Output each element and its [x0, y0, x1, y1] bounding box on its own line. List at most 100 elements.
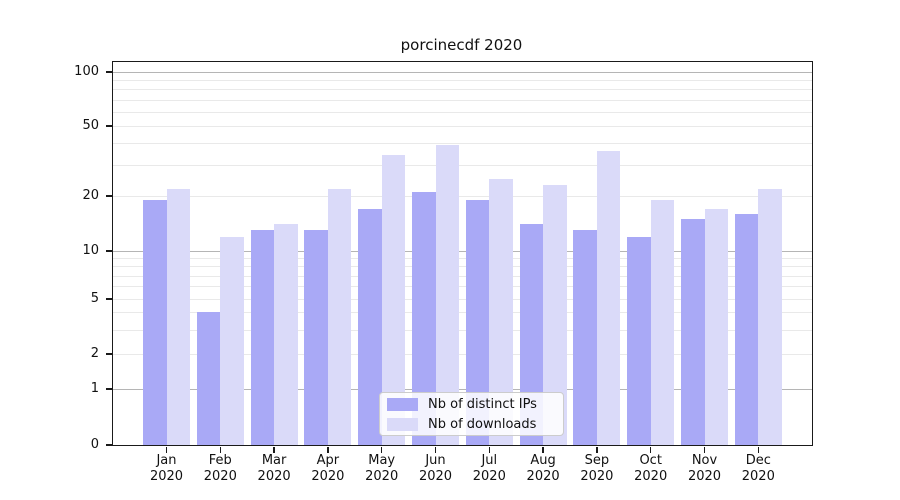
x-tick-month: Apr: [316, 453, 340, 468]
bar-downloads-Apr: [327, 188, 352, 445]
bar-ips-Nov: [681, 218, 705, 445]
x-tick-label-Aug: Aug 2020: [511, 453, 575, 485]
y-tick-mark: [106, 195, 112, 197]
x-tick-mark: [165, 447, 168, 453]
bar-ips-Jan: [143, 200, 167, 445]
gridline-2: [113, 354, 812, 355]
y-tick-mark: [106, 444, 112, 446]
x-tick-mark: [542, 447, 544, 453]
bar-ips-May: [358, 208, 382, 445]
y-tick-label-20: 20: [82, 188, 99, 203]
x-tick-month: Sep: [584, 453, 610, 468]
x-tick-mark: [757, 447, 760, 453]
legend: Nb of distinct IPs Nb of downloads: [379, 392, 564, 436]
x-tick-label-Sep: Sep 2020: [565, 453, 629, 485]
x-tick-year: 2020: [257, 469, 291, 484]
x-tick-label-Jun: Jun 2020: [404, 453, 468, 485]
x-tick-month: Aug: [530, 453, 556, 468]
y-tick-mark: [106, 71, 112, 73]
chart-title: porcinecdf 2020: [400, 36, 523, 54]
x-tick-mark: [434, 447, 437, 453]
gridline-60: [113, 111, 812, 113]
bar-ips-Dec: [734, 213, 759, 445]
x-tick-year: 2020: [418, 469, 453, 484]
bar-downloads-May: [381, 155, 406, 445]
x-tick-label-Oct: Oct 2020: [619, 453, 683, 485]
y-tick-mark: [106, 125, 112, 127]
gridline-3: [113, 329, 812, 331]
x-tick-mark: [649, 447, 652, 453]
plot-area: 100 50 20 10 5 2 1 0 Jan 2020 Feb 2020 Mar 2020 Apr 202…: [74, 61, 813, 484]
x-tick-label-Mar: Mar 2020: [242, 453, 306, 485]
x-tick-month: May: [368, 453, 396, 468]
gridline-1: [113, 389, 812, 390]
x-tick-month: Feb: [208, 453, 232, 468]
x-tick-mark: [219, 447, 222, 453]
x-tick-month: Dec: [745, 453, 771, 468]
x-tick-month: Mar: [261, 453, 287, 468]
legend-label-distinct-ips: Nb of distinct IPs: [428, 396, 537, 412]
x-tick-mark: [273, 447, 275, 453]
bar-downloads-Mar: [274, 224, 298, 445]
y-tick-label-5: 5: [90, 291, 99, 306]
x-tick-year: 2020: [203, 469, 237, 484]
legend-item-distinct-ips: Nb of distinct IPs: [380, 396, 563, 413]
gridline-8: [113, 266, 812, 268]
x-tick-mark: [703, 447, 706, 453]
x-tick-year: 2020: [634, 469, 668, 484]
x-tick-year: 2020: [311, 469, 345, 484]
y-tick-mark: [106, 353, 112, 355]
x-tick-mark: [596, 447, 598, 453]
x-tick-year: 2020: [526, 469, 560, 484]
bar-downloads-Dec: [758, 188, 782, 445]
x-tick-month: Jan: [156, 453, 177, 468]
gridline-10: [113, 251, 812, 252]
bar-downloads-Sep: [596, 151, 621, 445]
x-tick-mark: [327, 447, 329, 453]
gridline-70: [113, 99, 812, 101]
y-tick-mark: [106, 250, 112, 252]
x-tick-label-May: May 2020: [350, 453, 414, 485]
bar-ips-Jul: [465, 200, 490, 445]
bar-ips-Jun: [412, 192, 436, 445]
x-tick-month: Jul: [481, 453, 498, 468]
y-tick-label-0: 0: [90, 437, 99, 452]
bar-ips-Mar: [250, 230, 275, 445]
gridline-20: [113, 196, 812, 197]
y-tick-label-50: 50: [82, 118, 99, 133]
x-tick-label-Feb: Feb 2020: [188, 453, 252, 485]
gridline-80: [113, 89, 812, 91]
x-tick-year: 2020: [365, 469, 399, 484]
y-tick-label-2: 2: [90, 346, 99, 361]
x-tick-month: Oct: [639, 453, 662, 468]
gridline-5: [113, 299, 812, 300]
gridline-90: [113, 80, 812, 82]
bar-ips-Feb: [196, 312, 221, 445]
gridline-4: [113, 312, 812, 314]
x-tick-month: Nov: [691, 453, 718, 468]
bar-ips-Apr: [304, 230, 328, 445]
gridline-9: [113, 258, 812, 260]
gridline-6: [113, 286, 812, 288]
gridline-40: [113, 143, 812, 145]
gridline-50: [113, 126, 812, 127]
bar-ips-Aug: [519, 224, 544, 445]
x-tick-year: 2020: [149, 469, 184, 484]
bar-downloads-Jul: [489, 178, 513, 445]
gridline-7: [113, 275, 812, 277]
y-tick-label-100: 100: [74, 64, 99, 79]
x-tick-label-Dec: Dec 2020: [726, 453, 790, 485]
gridline-100: [113, 72, 812, 73]
y-tick-mark: [106, 388, 112, 390]
y-tick-label-1: 1: [90, 381, 99, 396]
x-tick-label-Apr: Apr 2020: [296, 453, 360, 485]
x-tick-year: 2020: [580, 469, 614, 484]
x-tick-mark: [380, 447, 383, 453]
bar-downloads-Jan: [166, 188, 190, 445]
gridline-30: [113, 165, 812, 167]
x-tick-label-Nov: Nov 2020: [673, 453, 737, 485]
y-tick-mark: [106, 298, 112, 300]
bar-ips-Oct: [627, 236, 651, 445]
bar-ips-Sep: [573, 230, 597, 445]
